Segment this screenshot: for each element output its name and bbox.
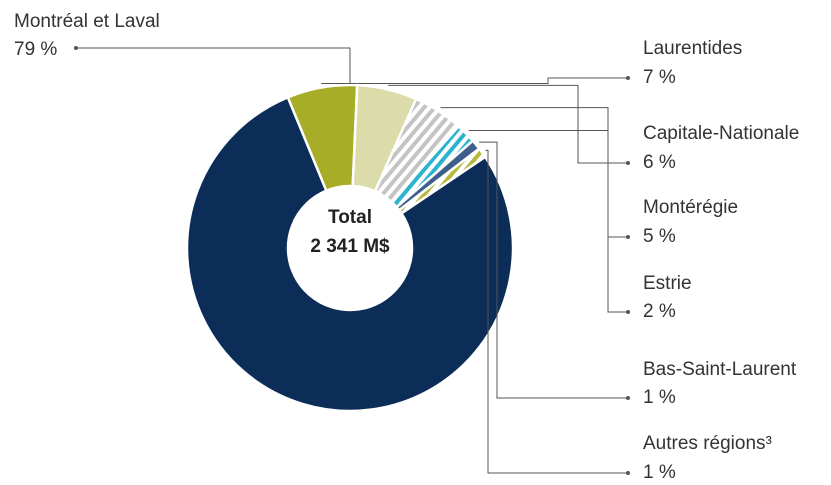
leader-line: [388, 84, 628, 164]
leader-line: [468, 130, 628, 313]
category-label: Bas-Saint-Laurent: [643, 359, 797, 380]
leader-dot: [626, 471, 630, 475]
center-label: 2 341 M$: [310, 236, 390, 257]
category-label: Montréal et Laval: [14, 11, 160, 32]
leader-dot: [626, 310, 630, 314]
leader-dot: [626, 235, 630, 239]
value-label: 7 %: [643, 67, 676, 88]
value-label: 1 %: [643, 462, 676, 483]
value-label: 2 %: [643, 301, 676, 322]
donut-segment: [397, 146, 487, 216]
value-label: 6 %: [643, 152, 676, 173]
leader-dot: [626, 161, 630, 165]
value-label: 5 %: [643, 226, 676, 247]
leader-line: [479, 141, 628, 399]
leader-line: [485, 149, 628, 474]
leader-dot: [74, 46, 78, 50]
leader-line: [76, 47, 351, 85]
leader-dot: [626, 76, 630, 80]
category-label: Montérégie: [643, 197, 738, 218]
value-label: 79 %: [14, 39, 57, 60]
category-label: Laurentides: [643, 38, 742, 59]
category-label: Autres régions³: [643, 433, 772, 454]
leader-dot: [626, 396, 630, 400]
donut-segment: [185, 95, 515, 413]
value-label: 1 %: [643, 387, 676, 408]
leader-line: [321, 77, 628, 85]
center-label: Total: [328, 207, 372, 228]
category-label: Capitale-Nationale: [643, 123, 799, 144]
category-label: Estrie: [643, 273, 692, 294]
